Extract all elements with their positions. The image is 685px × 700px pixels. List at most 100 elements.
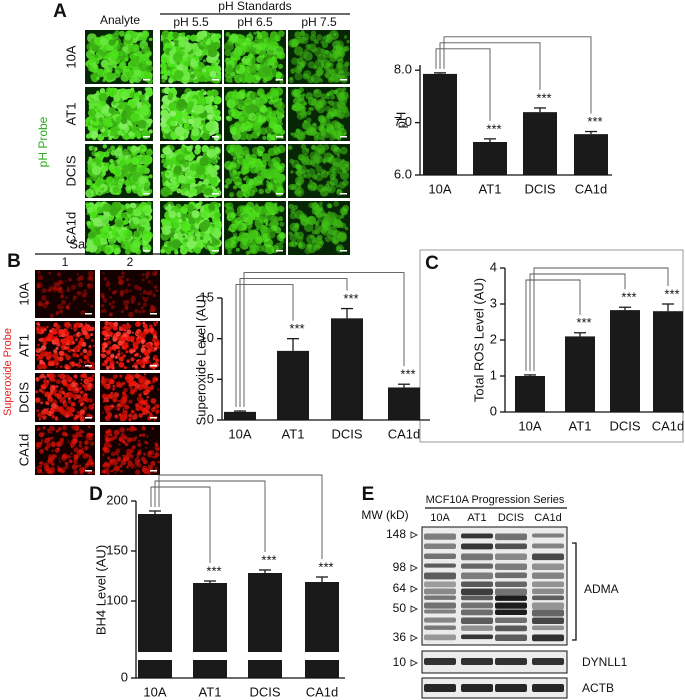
cell: [148, 387, 151, 390]
cell: [59, 440, 64, 445]
cell: [41, 384, 46, 389]
lane-label: CA1d: [534, 512, 562, 524]
bracket: [572, 543, 576, 640]
cell: [110, 354, 114, 358]
cell: [295, 231, 298, 234]
blot-band: [495, 534, 527, 541]
cell: [149, 412, 152, 415]
cell: [56, 379, 61, 384]
scale-bar: [85, 470, 92, 472]
cell: [138, 440, 140, 442]
cell: [230, 212, 236, 218]
cell: [156, 444, 158, 446]
cell: [102, 394, 107, 399]
cell: [59, 375, 63, 379]
cell: [258, 189, 264, 195]
cell: [135, 321, 141, 327]
blot-band: [424, 589, 456, 595]
cell: [85, 323, 87, 325]
cell: [100, 293, 104, 297]
y-tick-label: 4: [490, 259, 497, 274]
micrograph: [85, 30, 153, 84]
cell: [63, 415, 65, 417]
cell: [80, 342, 83, 345]
cell: [52, 450, 54, 452]
cell: [157, 346, 159, 348]
cell: [88, 271, 94, 277]
cell: [154, 323, 157, 326]
cell: [46, 337, 51, 342]
cell: [309, 127, 317, 135]
cell: [271, 113, 276, 118]
cell: [120, 293, 124, 297]
cell: [181, 214, 185, 218]
cell: [84, 300, 86, 302]
cell: [124, 405, 129, 410]
cell: [79, 449, 84, 454]
cell: [193, 238, 196, 241]
cell: [298, 169, 307, 178]
cell: [91, 280, 93, 282]
mw-marker: 50: [393, 601, 407, 615]
cell: [230, 56, 235, 61]
cell: [294, 187, 304, 197]
cell: [111, 335, 113, 337]
cell: [257, 175, 261, 179]
cell: [277, 145, 285, 153]
mw-arrow: [411, 532, 417, 538]
cell: [242, 89, 245, 92]
cell: [86, 327, 89, 330]
cell: [216, 74, 221, 79]
cell: [318, 115, 326, 123]
blot-band: [532, 603, 564, 610]
cell: [135, 469, 140, 474]
cell: [238, 171, 241, 174]
cell: [138, 460, 141, 463]
cell: [306, 169, 309, 172]
cell: [180, 136, 184, 140]
cell: [154, 456, 157, 459]
cell: [57, 304, 62, 309]
cell: [39, 465, 42, 468]
blot-band: [532, 564, 564, 570]
cell: [90, 333, 93, 336]
cell: [190, 164, 197, 171]
cell: [67, 288, 71, 292]
cell: [68, 349, 72, 353]
scale-bar: [212, 250, 219, 252]
cell: [224, 203, 229, 208]
cell: [56, 283, 60, 287]
x-tick-label: DCIS: [331, 426, 362, 441]
cell: [115, 406, 117, 408]
cell: [243, 241, 247, 245]
cell: [110, 168, 116, 174]
cell: [230, 127, 237, 134]
cell: [112, 33, 119, 40]
cell: [147, 152, 150, 155]
cell: [270, 228, 274, 232]
cell: [62, 425, 67, 430]
x-tick-label: AT1: [479, 181, 502, 196]
cell: [112, 385, 115, 388]
cell: [101, 133, 104, 136]
cell: [101, 304, 105, 308]
cell: [130, 88, 134, 92]
cell: [117, 408, 120, 411]
cell: [148, 149, 151, 152]
cell: [100, 88, 106, 94]
cell: [107, 444, 111, 448]
cell: [246, 34, 253, 41]
cell: [142, 63, 148, 69]
cell: [202, 132, 210, 140]
cell: [290, 38, 299, 47]
cell: [143, 46, 150, 53]
cell: [114, 392, 120, 398]
blot-band: [461, 589, 493, 595]
cell: [255, 219, 264, 228]
cell: [170, 227, 175, 232]
cell: [93, 345, 95, 347]
cell: [334, 77, 340, 83]
cell: [57, 288, 63, 294]
cell: [337, 100, 346, 109]
